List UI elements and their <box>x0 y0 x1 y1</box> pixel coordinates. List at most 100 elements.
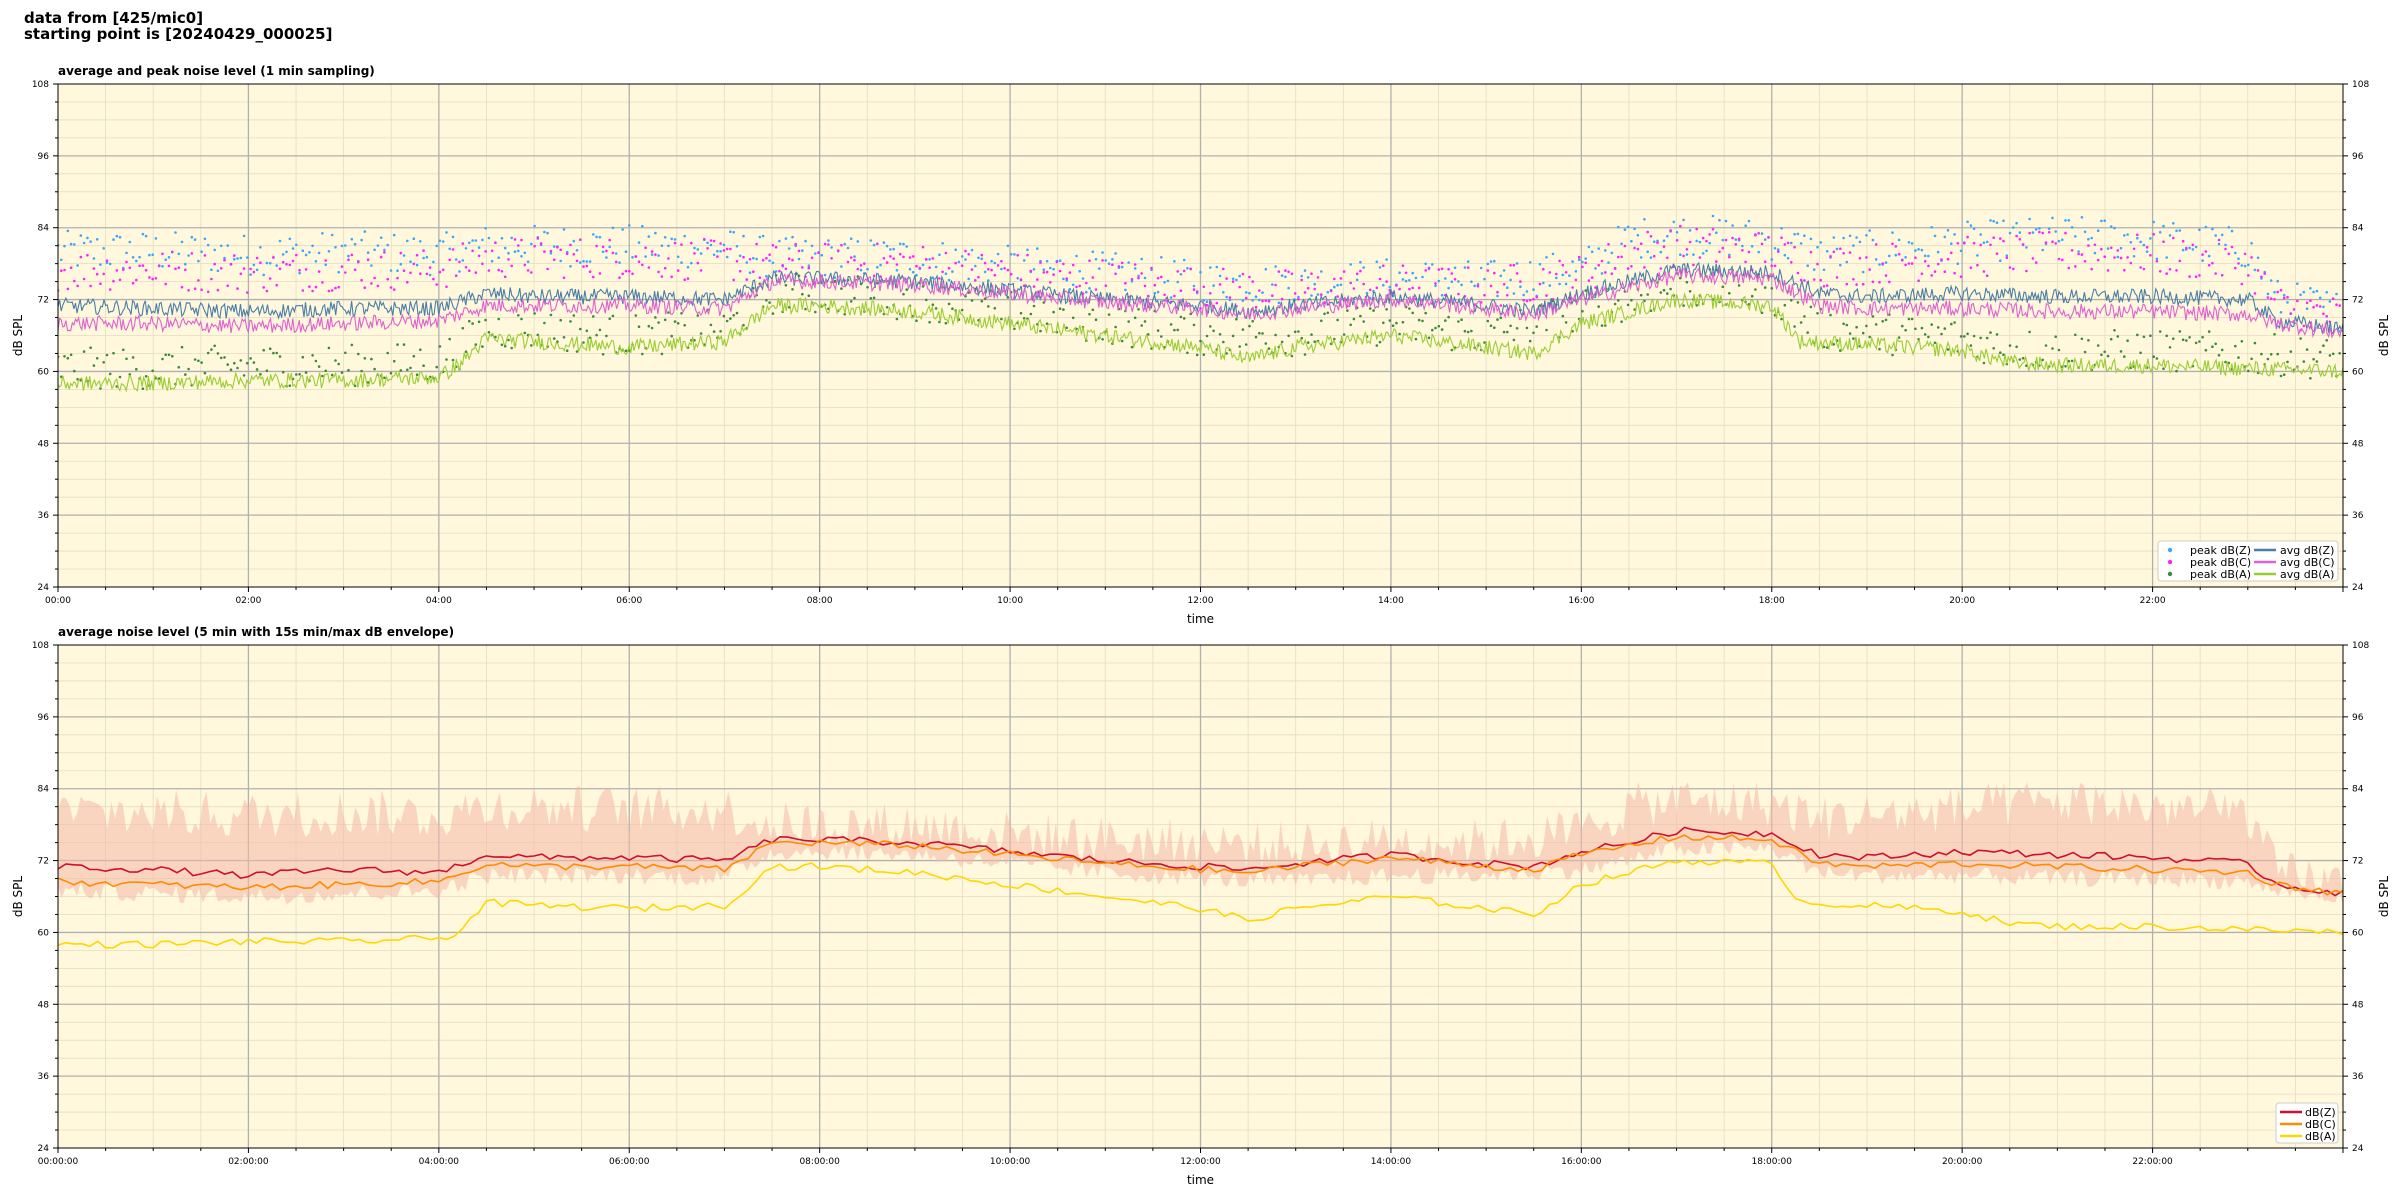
peak-point <box>144 234 148 238</box>
peak-point <box>1718 250 1721 254</box>
peak-point <box>2230 245 2234 249</box>
peak-point <box>654 231 657 235</box>
peak-point <box>1561 314 1565 318</box>
peak-point <box>866 286 869 289</box>
peak-point <box>1600 272 1604 275</box>
peak-point <box>1362 320 1365 323</box>
peak-point <box>1000 259 1003 263</box>
peak-point <box>562 336 566 339</box>
peak-point <box>1378 266 1382 269</box>
peak-point <box>2282 373 2286 377</box>
peak-point <box>2220 348 2224 352</box>
x-axis-label: time <box>1187 1173 1214 1187</box>
peak-point <box>2008 266 2012 269</box>
peak-point <box>255 368 259 371</box>
peak-point <box>1434 282 1437 285</box>
peak-point <box>1907 262 1911 265</box>
peak-point <box>402 343 406 346</box>
peak-point <box>347 254 350 258</box>
peak-point <box>321 281 324 284</box>
peak-point <box>2211 227 2214 231</box>
peak-point <box>1604 249 1607 252</box>
peak-point <box>164 282 167 286</box>
peak-point <box>2282 293 2286 297</box>
peak-point <box>637 260 641 264</box>
peak-point <box>2207 263 2211 267</box>
peak-point <box>582 341 585 344</box>
peak-point <box>1143 320 1147 323</box>
peak-point <box>60 269 63 273</box>
peak-point <box>1114 272 1117 276</box>
peak-point <box>673 241 677 245</box>
peak-point <box>1326 290 1330 294</box>
peak-point <box>334 246 337 249</box>
peak-point <box>928 320 931 324</box>
peak-point <box>1636 247 1640 251</box>
peak-point <box>2273 290 2276 294</box>
peak-point <box>1029 312 1033 316</box>
peak-point <box>601 245 605 249</box>
peak-point <box>934 307 938 310</box>
peak-point <box>151 253 154 256</box>
peak-point <box>249 273 252 276</box>
peak-point <box>2312 290 2315 294</box>
peak-point <box>2224 243 2227 247</box>
peak-point <box>2322 312 2325 316</box>
peak-point <box>895 317 899 321</box>
peak-point <box>634 255 638 258</box>
peak-point <box>1228 298 1232 302</box>
peak-point <box>314 359 318 363</box>
peak-point <box>2155 257 2159 261</box>
peak-point <box>131 281 135 285</box>
peak-point <box>1258 331 1261 335</box>
legend: peak dB(Z)peak dB(C)peak dB(A)avg dB(Z)a… <box>2157 540 2339 582</box>
peak-point <box>1111 258 1114 261</box>
peak-point <box>1620 242 1623 246</box>
peak-point <box>1009 253 1013 256</box>
peak-point <box>709 239 713 242</box>
peak-point <box>660 244 664 247</box>
peak-point <box>1156 329 1160 332</box>
legend: dB(Z)dB(C)dB(A) <box>2275 1102 2339 1144</box>
peak-point <box>1724 238 1728 242</box>
peak-point <box>725 255 729 259</box>
peak-point <box>752 256 755 260</box>
series-layer <box>58 214 2343 393</box>
peak-point <box>252 361 256 364</box>
peak-point <box>2155 357 2159 360</box>
peak-point <box>1248 291 1251 295</box>
peak-point <box>608 317 611 321</box>
peak-point <box>588 260 592 263</box>
peak-point <box>660 275 664 278</box>
peak-point <box>676 322 680 325</box>
peak-point <box>167 264 171 268</box>
peak-point <box>1760 232 1764 235</box>
peak-point <box>575 249 579 252</box>
peak-point <box>712 330 716 333</box>
peak-point <box>572 314 576 317</box>
peak-point <box>735 244 739 248</box>
peak-point <box>1607 261 1610 264</box>
peak-point <box>1071 263 1075 267</box>
peak-point <box>539 242 543 245</box>
peak-point <box>533 244 536 248</box>
peak-point <box>477 246 481 249</box>
peak-point <box>1943 270 1947 274</box>
peak-point <box>2217 353 2221 357</box>
peak-point <box>1486 319 1490 323</box>
peak-point <box>2109 337 2113 341</box>
peak-point <box>1790 299 1793 302</box>
peak-point <box>1036 278 1039 281</box>
peak-point <box>451 248 455 251</box>
peak-point <box>683 324 686 327</box>
peak-point <box>86 253 89 257</box>
peak-point <box>1770 264 1774 268</box>
peak-point <box>1101 338 1104 341</box>
peak-point <box>1163 281 1166 284</box>
peak-point <box>66 287 70 291</box>
peak-point <box>1137 308 1140 311</box>
peak-point <box>2145 246 2149 249</box>
peak-point <box>846 246 850 250</box>
peak-point <box>1022 284 1026 288</box>
peak-point <box>1806 331 1809 334</box>
